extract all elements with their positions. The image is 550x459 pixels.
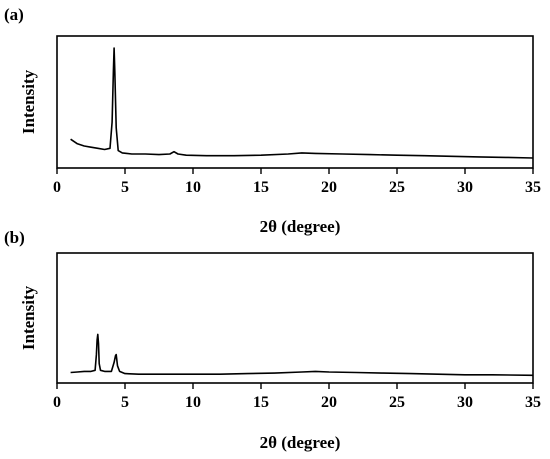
panel-b-xtick-label: 25 <box>389 394 405 411</box>
panel-a-xtick-label: 35 <box>525 179 541 196</box>
panel-a-xtick-label: 20 <box>321 179 337 196</box>
panel-b-xtick-label: 20 <box>321 394 337 411</box>
panel-b-xtick-label: 0 <box>53 394 61 411</box>
panel-a-x-axis-title: 2θ (degree) <box>260 217 341 236</box>
panel-b-xtick-label: 35 <box>525 394 541 411</box>
panel-a-label: (a) <box>4 5 24 24</box>
panel-b-x-axis-title: 2θ (degree) <box>260 433 341 452</box>
panel-b-xtick-label: 30 <box>457 394 473 411</box>
panel-a-xrd-trace <box>70 47 534 159</box>
panel-a-xtick-label: 5 <box>121 179 129 196</box>
panel-a-plot-frame <box>56 35 534 169</box>
panel-a-xtick-label: 0 <box>53 179 61 196</box>
panel-a-xtick-label: 10 <box>185 179 201 196</box>
panel-a-xtick-label: 15 <box>253 179 269 196</box>
panel-b-y-axis-title: Intensity <box>19 285 38 350</box>
panel-b-xtick-label: 15 <box>253 394 269 411</box>
panel-b-xtick-label: 10 <box>185 394 201 411</box>
panel-b-xrd-trace <box>70 333 534 377</box>
panel-b-label: (b) <box>4 228 25 247</box>
panel-a-y-axis-title: Intensity <box>19 69 38 134</box>
panel-a-xtick-label: 25 <box>389 179 405 196</box>
panel-b-xtick-label: 5 <box>121 394 129 411</box>
panel-a-xtick-label: 30 <box>457 179 473 196</box>
panel-b-plot-frame <box>56 252 534 384</box>
